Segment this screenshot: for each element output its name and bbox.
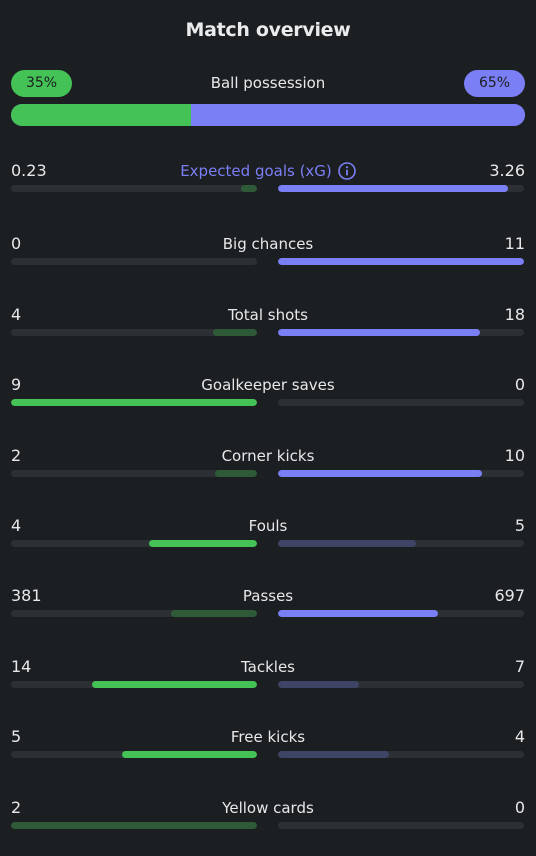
stat-row: 4 Fouls 5 bbox=[11, 516, 525, 556]
stat-label[interactable]: Expected goals (xG) bbox=[11, 161, 525, 181]
home-bar-track bbox=[11, 258, 257, 265]
stat-label: Corner kicks bbox=[11, 446, 525, 466]
stat-label-text: Tackles bbox=[240, 658, 296, 676]
away-bar-track bbox=[278, 399, 524, 406]
away-bar-track bbox=[278, 470, 524, 477]
away-possession-badge: 65% bbox=[464, 70, 525, 97]
stat-label: Fouls bbox=[11, 516, 525, 536]
away-bar-fill bbox=[278, 470, 483, 477]
home-bar-fill bbox=[215, 470, 257, 477]
stat-label: Free kicks bbox=[11, 727, 525, 747]
away-bar-fill bbox=[278, 329, 480, 336]
stat-label: Passes bbox=[11, 586, 525, 606]
home-bar-fill bbox=[170, 610, 257, 617]
away-bar-fill bbox=[278, 185, 508, 192]
home-bar-track bbox=[11, 399, 257, 406]
away-bar-fill bbox=[278, 258, 524, 265]
home-value: 2 bbox=[11, 798, 22, 817]
home-bar-fill bbox=[212, 329, 257, 336]
away-bar-fill bbox=[278, 751, 389, 758]
away-value: 10 bbox=[504, 446, 525, 465]
home-value: 4 bbox=[11, 516, 22, 535]
away-value: 4 bbox=[514, 727, 525, 746]
home-value: 14 bbox=[11, 657, 32, 676]
home-value: 4 bbox=[11, 305, 22, 324]
possession-bar bbox=[11, 104, 525, 126]
home-value: 0 bbox=[11, 234, 22, 253]
away-value: 7 bbox=[514, 657, 525, 676]
away-bar-track bbox=[278, 822, 524, 829]
away-value: 11 bbox=[504, 234, 525, 253]
home-bar-fill bbox=[11, 399, 257, 406]
away-value: 18 bbox=[504, 305, 525, 324]
stat-row: 5 Free kicks 4 bbox=[11, 727, 525, 767]
away-value: 3.26 bbox=[489, 161, 525, 180]
home-value: 381 bbox=[11, 586, 42, 605]
home-bar-track bbox=[11, 610, 257, 617]
stat-label: Goalkeeper saves bbox=[11, 375, 525, 395]
info-icon[interactable] bbox=[337, 162, 356, 180]
stat-label-text: Free kicks bbox=[230, 728, 306, 746]
stat-label-text: Big chances bbox=[222, 235, 314, 253]
away-bar-track bbox=[278, 751, 524, 758]
home-possession-badge: 35% bbox=[11, 70, 72, 97]
home-value: 5 bbox=[11, 727, 22, 746]
home-value: 9 bbox=[11, 375, 22, 394]
possession-header: 35% Ball possession 65% bbox=[11, 70, 525, 97]
possession-bar-away bbox=[190, 104, 525, 126]
page-title: Match overview bbox=[185, 19, 351, 41]
stat-row: 2 Corner kicks 10 bbox=[11, 446, 525, 486]
home-bar-track bbox=[11, 185, 257, 192]
away-bar-track bbox=[278, 185, 524, 192]
home-bar-track bbox=[11, 751, 257, 758]
stat-row: 0.23 Expected goals (xG) 3.26 bbox=[11, 161, 525, 201]
possession-label: Ball possession bbox=[210, 74, 326, 92]
stat-label-text: Yellow cards bbox=[222, 799, 314, 817]
stat-label: Total shots bbox=[11, 305, 525, 325]
away-bar-track bbox=[278, 681, 524, 688]
stat-label-text: Corner kicks bbox=[221, 447, 315, 465]
home-value: 0.23 bbox=[11, 161, 47, 180]
home-bar-track bbox=[11, 822, 257, 829]
away-bar-fill bbox=[278, 610, 438, 617]
away-bar-track bbox=[278, 258, 524, 265]
stat-row: 4 Total shots 18 bbox=[11, 305, 525, 345]
away-bar-track bbox=[278, 540, 524, 547]
home-bar-track bbox=[11, 681, 257, 688]
stat-label: Big chances bbox=[11, 234, 525, 254]
stat-label-text: Passes bbox=[242, 587, 294, 605]
home-bar-fill bbox=[240, 185, 257, 192]
stat-label: Yellow cards bbox=[11, 798, 525, 818]
away-value: 0 bbox=[514, 798, 525, 817]
home-bar-track bbox=[11, 329, 257, 336]
away-value: 5 bbox=[514, 516, 525, 535]
possession-bar-home bbox=[11, 104, 191, 126]
away-value: 697 bbox=[494, 586, 525, 605]
away-bar-fill bbox=[278, 681, 360, 688]
stat-row: 14 Tackles 7 bbox=[11, 657, 525, 697]
away-bar-fill bbox=[278, 540, 416, 547]
stat-row: 0 Big chances 11 bbox=[11, 234, 525, 274]
stat-label: Tackles bbox=[11, 657, 525, 677]
stat-label-text: Fouls bbox=[248, 517, 288, 535]
stat-label-text: Total shots bbox=[228, 306, 308, 324]
stat-row: 2 Yellow cards 0 bbox=[11, 798, 525, 838]
stat-label-text: Goalkeeper saves bbox=[201, 376, 335, 394]
stat-label-text: Expected goals (xG) bbox=[180, 162, 332, 180]
home-bar-track bbox=[11, 540, 257, 547]
away-bar-track bbox=[278, 329, 524, 336]
home-value: 2 bbox=[11, 446, 22, 465]
stat-row: 9 Goalkeeper saves 0 bbox=[11, 375, 525, 415]
away-value: 0 bbox=[514, 375, 525, 394]
stat-row: 381 Passes 697 bbox=[11, 586, 525, 626]
home-bar-track bbox=[11, 470, 257, 477]
home-bar-fill bbox=[92, 681, 257, 688]
home-bar-fill bbox=[148, 540, 257, 547]
away-bar-track bbox=[278, 610, 524, 617]
home-bar-fill bbox=[11, 822, 257, 829]
home-bar-fill bbox=[121, 751, 257, 758]
